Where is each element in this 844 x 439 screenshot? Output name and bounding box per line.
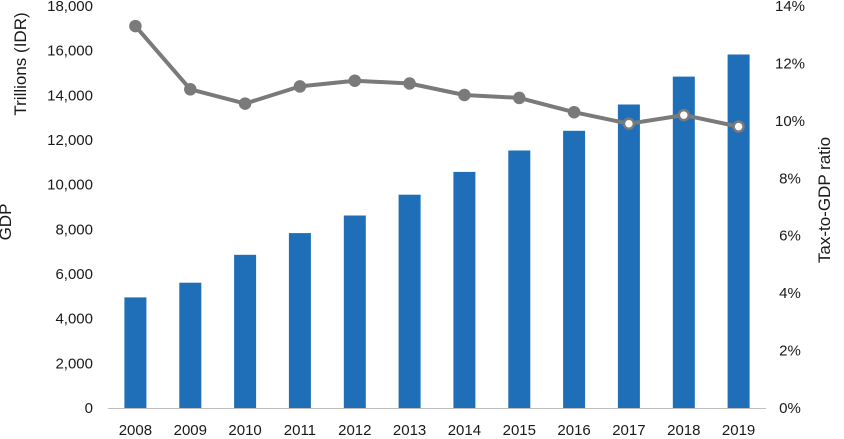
bar-2013 xyxy=(398,194,421,408)
line-point-2015 xyxy=(513,91,526,105)
line-point-2008 xyxy=(129,19,142,33)
left-axis-subtitle: GDP xyxy=(0,204,15,241)
line-point-2010 xyxy=(238,97,252,110)
right-tick-label: 10% xyxy=(775,113,805,130)
line-series xyxy=(129,19,745,133)
x-tick-label: 2015 xyxy=(503,422,536,439)
line-point-2009 xyxy=(184,83,197,96)
left-tick-label: 16,000 xyxy=(47,43,93,60)
bar-2012 xyxy=(343,215,366,408)
bar-2015 xyxy=(508,150,531,408)
left-tick-label: 2,000 xyxy=(55,355,93,372)
line-point-2018 xyxy=(677,108,691,122)
bar-2018 xyxy=(672,76,695,408)
line-point-2011 xyxy=(293,80,307,93)
bar-series xyxy=(124,54,750,409)
bar-2019 xyxy=(727,54,750,408)
left-tick-label: 10,000 xyxy=(47,177,93,194)
bar-2016 xyxy=(563,130,586,409)
left-tick-label: 8,000 xyxy=(55,221,93,238)
right-axis-title: Tax-to-GDP ratio xyxy=(815,137,834,263)
x-tick-label: 2011 xyxy=(284,422,316,439)
line-point-2013 xyxy=(403,77,416,90)
bar-2017 xyxy=(617,104,640,408)
x-tick-label: 2016 xyxy=(557,422,590,439)
line-point-2016 xyxy=(567,105,581,119)
left-axis-ticks: 0 2,000 4,000 6,000 8,000 10,000 12,000 14,000 1… xyxy=(47,0,93,417)
x-tick-label: 2008 xyxy=(119,422,152,439)
right-tick-label: 4% xyxy=(779,285,801,302)
bar-2009 xyxy=(179,282,202,408)
right-tick-label: 14% xyxy=(775,0,805,15)
bar-2011 xyxy=(288,233,311,408)
bar-2008 xyxy=(124,297,147,408)
x-tick-label: 2019 xyxy=(722,422,755,439)
bar-2010 xyxy=(234,254,257,408)
x-tick-label: 2012 xyxy=(338,422,371,439)
left-tick-label: 6,000 xyxy=(55,266,93,283)
right-axis-ticks: 0% 2% 4% 6% 8% 10% 12% 14% xyxy=(775,0,805,417)
left-tick-label: 12,000 xyxy=(47,132,93,149)
x-tick-label: 2018 xyxy=(667,422,700,439)
x-tick-label: 2010 xyxy=(228,422,261,439)
line-point-2014 xyxy=(458,88,471,102)
x-tick-label: 2009 xyxy=(174,422,207,439)
line-point-2019 xyxy=(732,120,745,133)
x-tick-label: 2014 xyxy=(448,422,481,439)
line-point-2017 xyxy=(622,117,636,130)
left-tick-label: 0 xyxy=(85,400,93,417)
left-tick-label: 4,000 xyxy=(55,311,93,328)
x-tick-label: 2017 xyxy=(612,422,645,439)
left-tick-label: 18,000 xyxy=(47,0,93,15)
x-axis-ticks: 2008 2009 2010 2011 2012 2013 2014 2015 2016 2017… xyxy=(119,422,756,439)
left-axis-title: Trillions (IDR) xyxy=(11,12,30,115)
right-tick-label: 0% xyxy=(779,400,801,417)
right-tick-label: 8% xyxy=(779,170,801,187)
tax-ratio-line xyxy=(133,24,741,129)
left-tick-label: 14,000 xyxy=(47,87,93,104)
right-tick-label: 2% xyxy=(779,343,801,360)
right-tick-label: 12% xyxy=(775,55,805,72)
right-tick-label: 6% xyxy=(779,228,801,245)
line-point-2012 xyxy=(348,74,362,87)
bar-2014 xyxy=(453,171,476,408)
x-tick-label: 2013 xyxy=(393,422,426,439)
